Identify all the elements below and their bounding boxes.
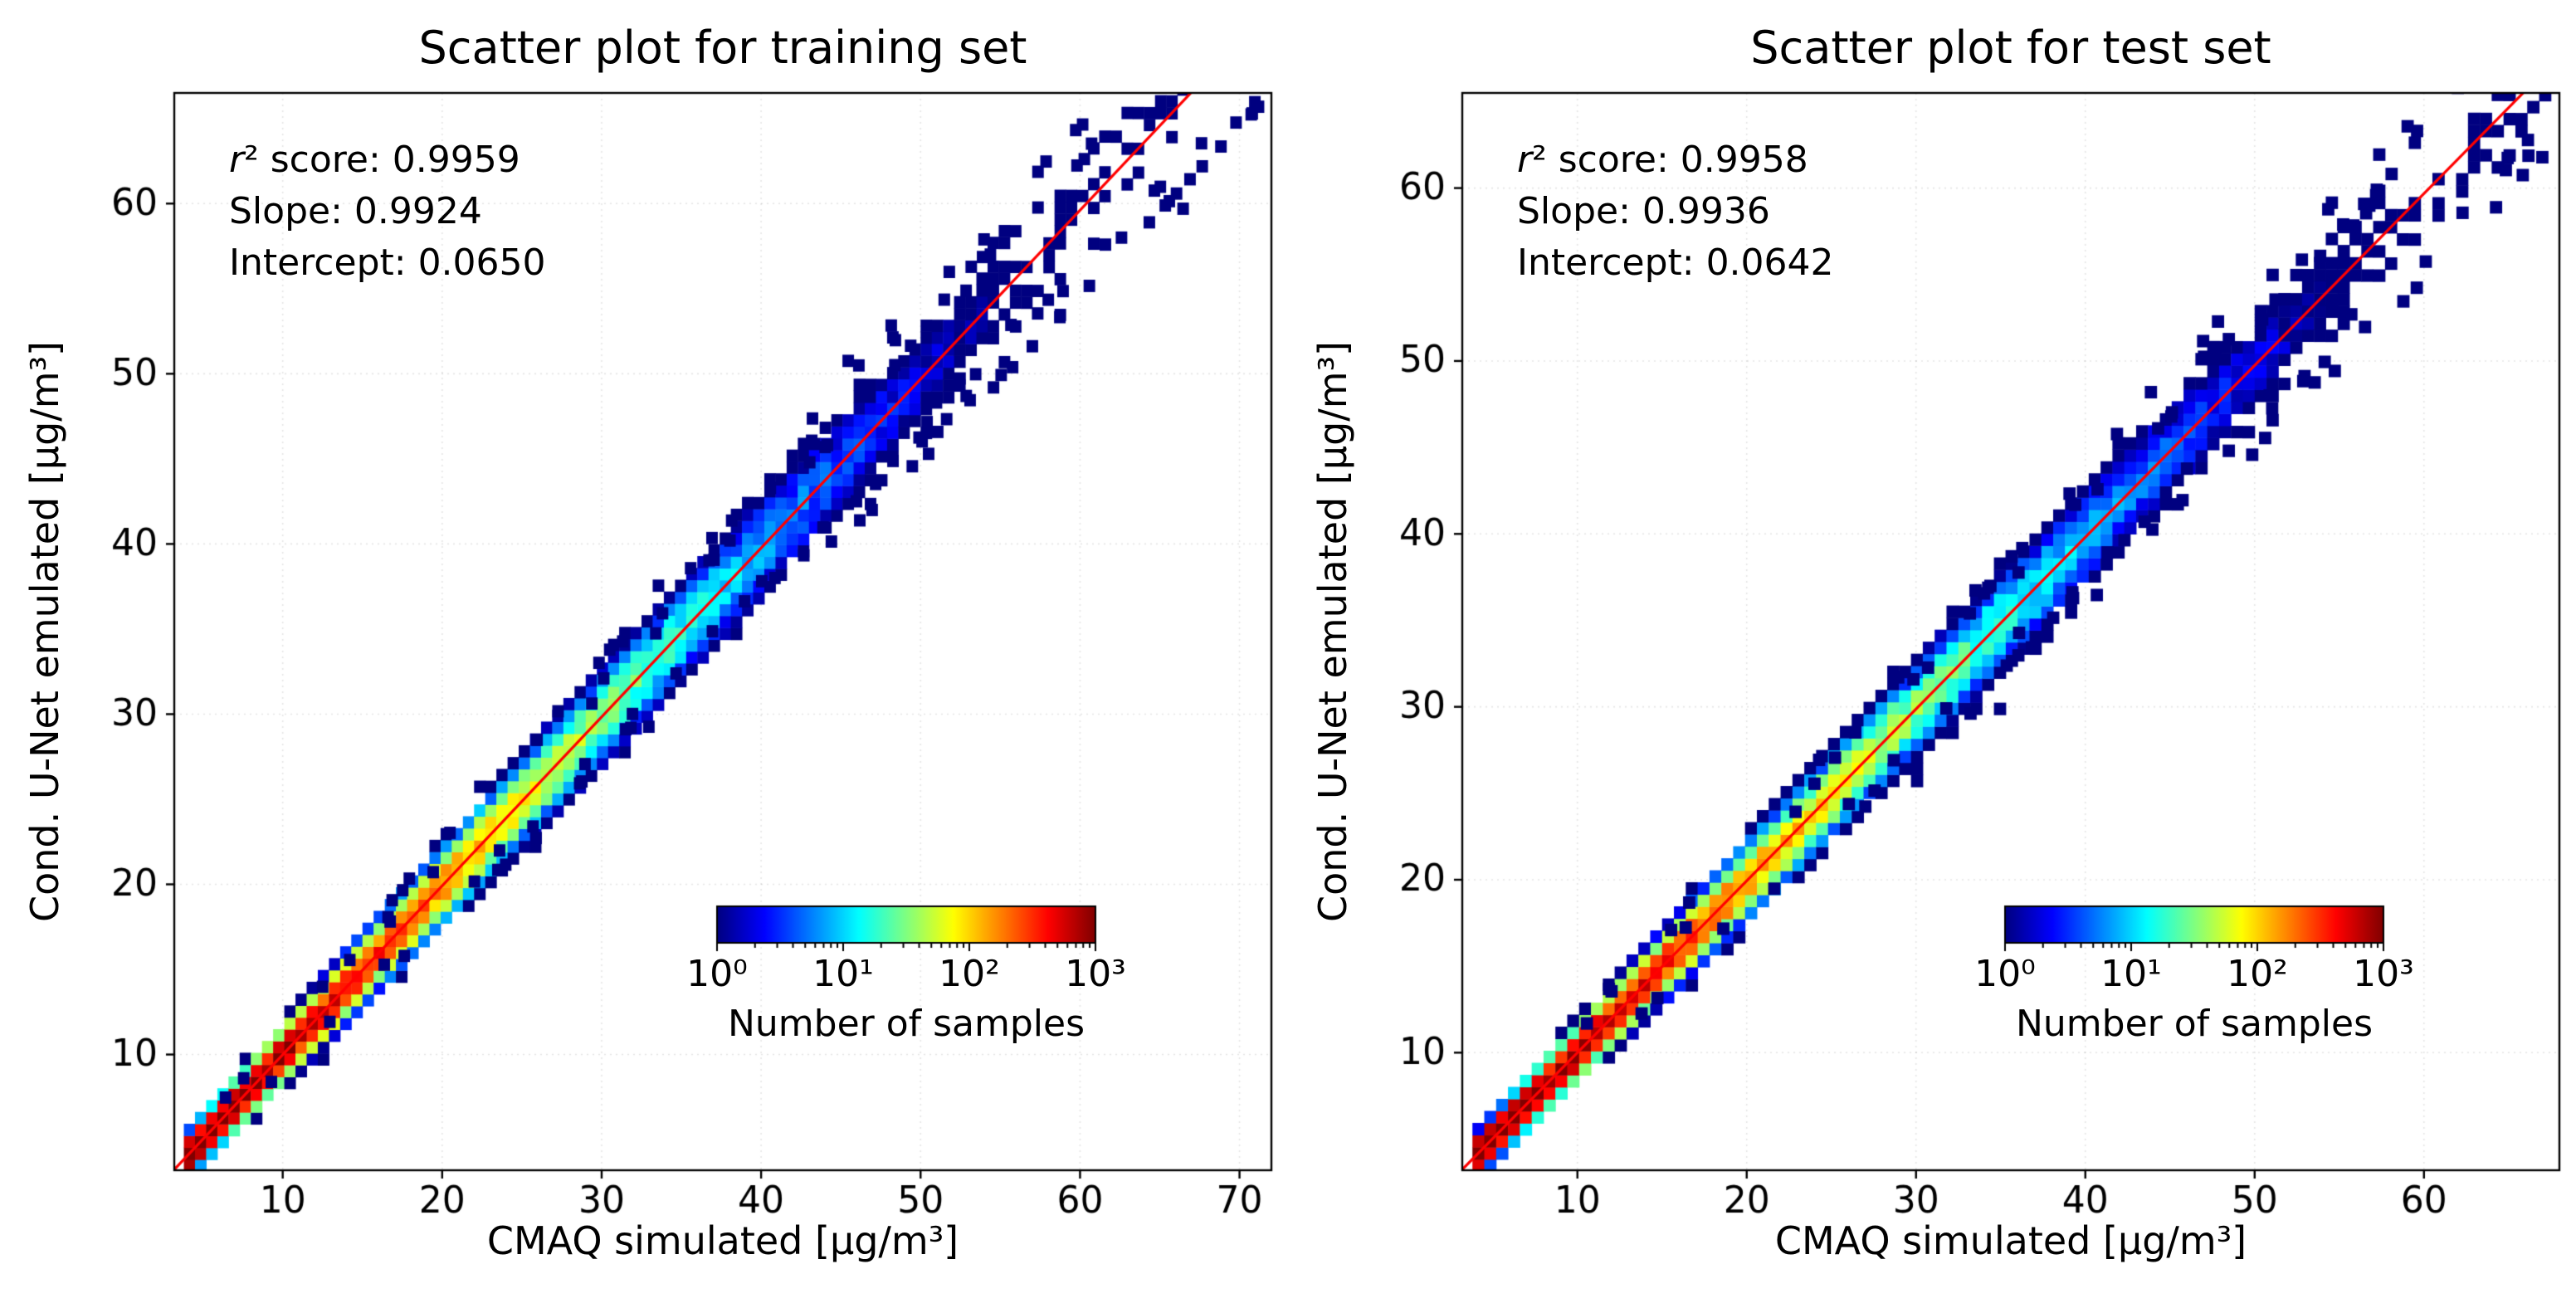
colorbar-label: Number of samples — [2015, 1003, 2374, 1045]
training-scatter-canvas — [0, 0, 1288, 1313]
colorbar-tick-label: 10³ — [2353, 953, 2414, 995]
intercept-text: Intercept: 0.0650 — [229, 242, 546, 284]
r2-score-text: r² score: 0.9958 — [1517, 139, 1808, 181]
colorbar-tick-label: 10² — [2227, 953, 2288, 995]
x-axis-label: CMAQ simulated [µg/m³] — [486, 1218, 959, 1263]
y-axis-label: Cond. U-Net emulated [µg/m³] — [22, 341, 67, 922]
test-set-panel: Scatter plot for test set Cond. U-Net em… — [1288, 0, 2576, 1313]
slope-text: Slope: 0.9924 — [229, 190, 482, 232]
y-axis-label: Cond. U-Net emulated [µg/m³] — [1310, 341, 1355, 922]
colorbar-tick-label: 10¹ — [812, 953, 874, 995]
intercept-text: Intercept: 0.0642 — [1517, 242, 1834, 284]
colorbar-tick-label: 10¹ — [2100, 953, 2162, 995]
r2-score-text: r² score: 0.9959 — [229, 139, 520, 181]
colorbar-tick-label: 10⁰ — [686, 953, 748, 995]
colorbar-tick-label: 10⁰ — [1974, 953, 2036, 995]
slope-text: Slope: 0.9936 — [1517, 190, 1770, 232]
plot-title: Scatter plot for test set — [1750, 22, 2271, 74]
training-set-panel: Scatter plot for training set Cond. U-Ne… — [0, 0, 1288, 1313]
colorbar-tick-label: 10² — [939, 953, 1000, 995]
x-axis-label: CMAQ simulated [µg/m³] — [1774, 1218, 2247, 1263]
colorbar-tick-label: 10³ — [1065, 953, 1126, 995]
stats-annotation: r² score: 0.9958 Slope: 0.9936 Intercept… — [1517, 134, 1834, 289]
colorbar-label: Number of samples — [727, 1003, 1086, 1045]
stats-annotation: r² score: 0.9959 Slope: 0.9924 Intercept… — [229, 134, 546, 289]
plot-title: Scatter plot for training set — [418, 22, 1027, 74]
test-scatter-canvas — [1288, 0, 2576, 1313]
